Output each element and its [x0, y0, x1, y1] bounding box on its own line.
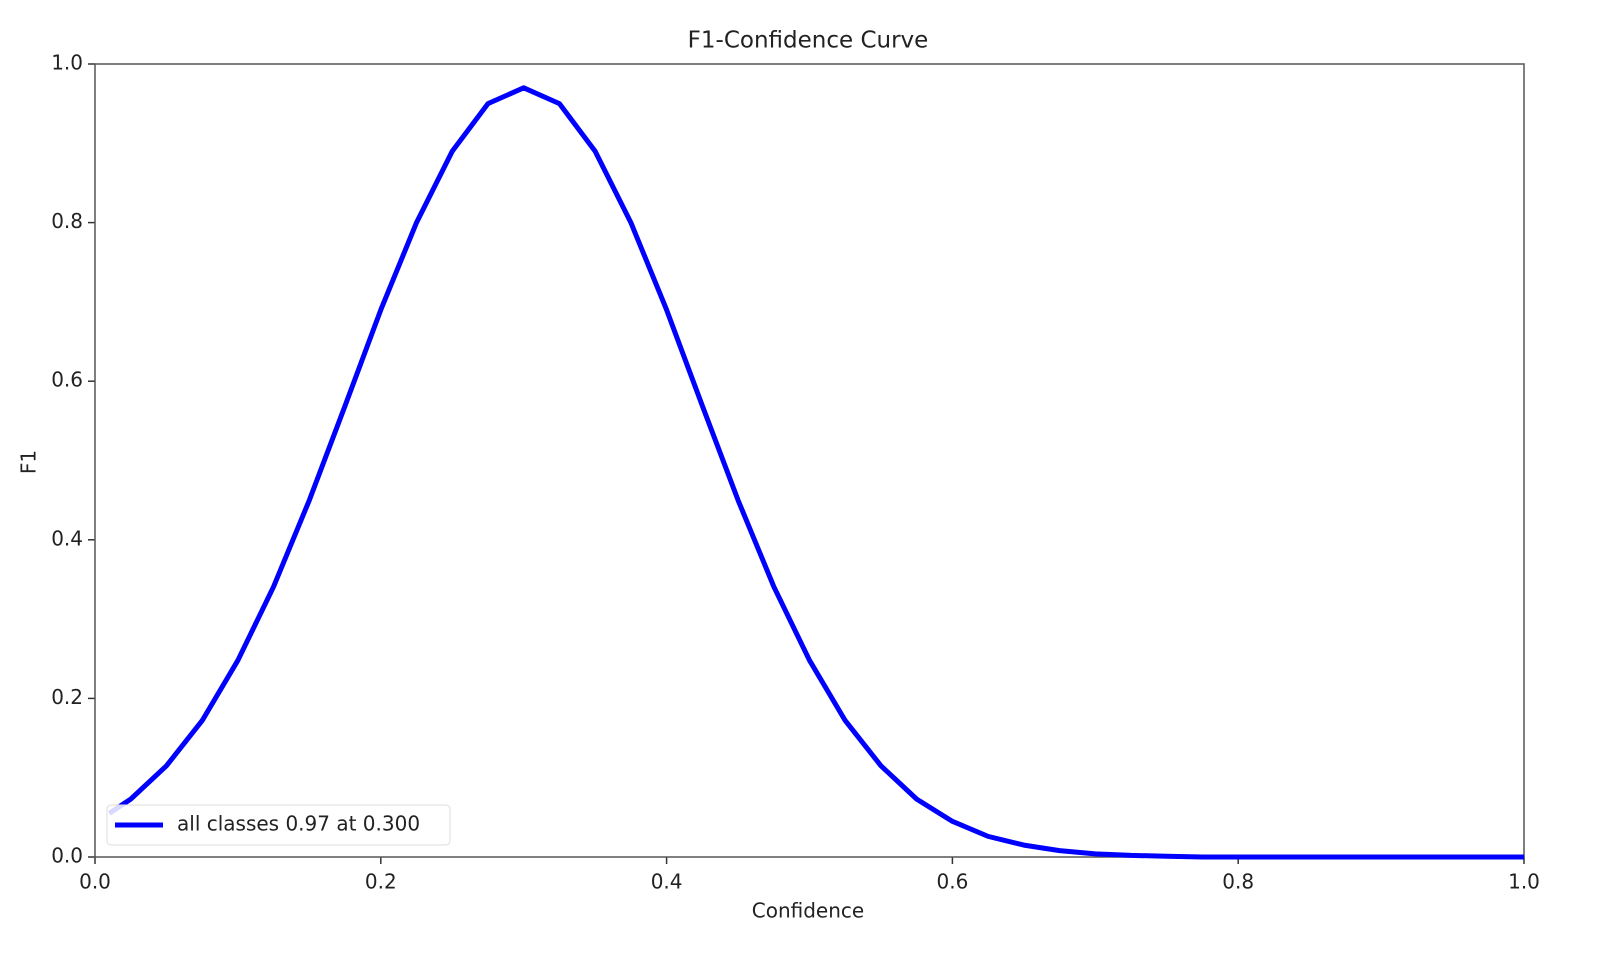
chart-title: F1-Confidence Curve — [688, 28, 929, 54]
y-tick-label: 0.8 — [51, 209, 83, 233]
y-tick-label: 0.0 — [51, 844, 83, 868]
y-tick-label: 0.4 — [51, 526, 83, 550]
x-tick-label: 0.8 — [1222, 870, 1254, 894]
legend-box — [106, 804, 451, 846]
plot-frame — [94, 63, 1525, 858]
x-tick-label: 0.4 — [651, 870, 683, 894]
y-axis-label: F1 — [17, 450, 41, 474]
y-tick-label: 1.0 — [51, 51, 83, 75]
x-tick-label: 0.0 — [79, 870, 111, 894]
x-tick-label: 0.2 — [365, 870, 397, 894]
x-tick-label: 0.6 — [936, 870, 968, 894]
y-tick-label: 0.6 — [51, 368, 83, 392]
legend-label: all classes 0.97 at 0.300 — [177, 812, 420, 836]
y-tick-label: 0.2 — [51, 685, 83, 709]
x-axis-label: Confidence — [752, 899, 864, 923]
x-tick-label: 1.0 — [1508, 870, 1540, 894]
line-series — [107, 85, 1524, 860]
